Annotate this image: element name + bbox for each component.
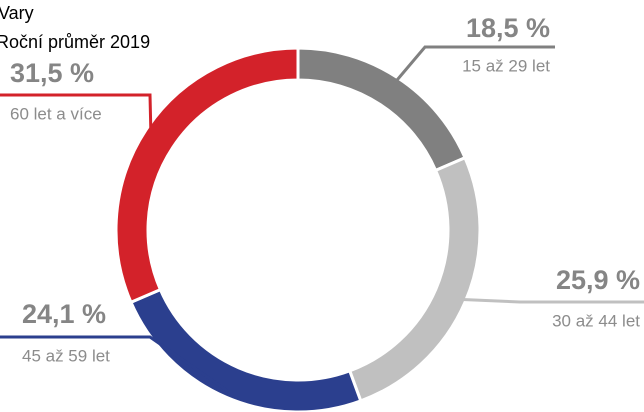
value-label: 18,5 %: [466, 13, 550, 43]
category-label: 60 let a více: [10, 104, 102, 123]
leader-line: [459, 297, 644, 304]
donut-segment: [114, 46, 300, 305]
value-label: 25,9 %: [556, 265, 640, 295]
leader-line: [393, 45, 555, 84]
leader-line: [0, 93, 153, 134]
value-label: 24,1 %: [22, 299, 106, 329]
donut-segment: [347, 155, 482, 403]
category-label: 30 až 44 let: [552, 311, 640, 330]
leader-line: [0, 335, 230, 393]
chart-title: Vary: [0, 3, 34, 23]
category-label: 45 až 59 let: [22, 346, 110, 365]
value-label: 31,5 %: [10, 58, 94, 88]
donut-segment: [296, 46, 468, 173]
chart-subtitle: Roční průměr 2019: [0, 32, 150, 52]
category-label: 15 až 29 let: [462, 56, 550, 75]
donut-segment: [128, 287, 363, 412]
